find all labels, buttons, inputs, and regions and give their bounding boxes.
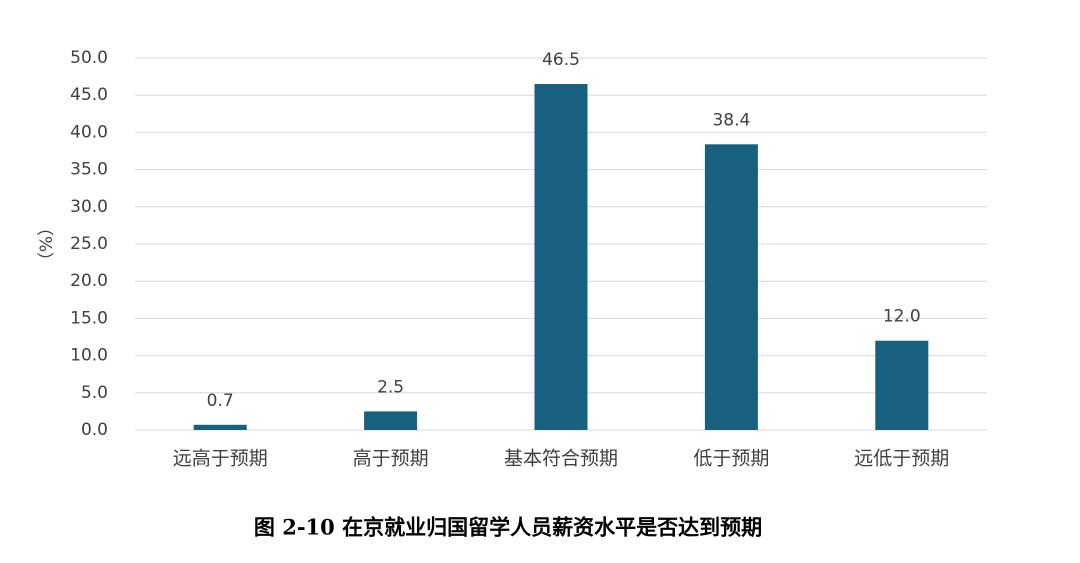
y-tick-label: 45.0 <box>70 85 108 105</box>
y-tick-label: 20.0 <box>70 271 108 291</box>
y-tick-label: 40.0 <box>70 122 108 142</box>
x-tick-label: 远高于预期 <box>173 448 268 470</box>
y-tick-label: 10.0 <box>70 346 108 366</box>
value-label: 2.5 <box>377 377 404 397</box>
value-label: 38.4 <box>712 110 750 130</box>
value-label: 12.0 <box>883 307 921 327</box>
y-axis-label: （%） <box>37 219 57 269</box>
value-label: 46.5 <box>542 50 580 70</box>
x-tick-label: 基本符合预期 <box>504 448 618 470</box>
x-tick-label: 低于预期 <box>693 448 769 470</box>
chart-title: 图 2-10 在京就业归国留学人员薪资水平是否达到预期 <box>254 515 762 540</box>
bar <box>364 411 418 430</box>
x-tick-label: 远低于预期 <box>854 448 949 470</box>
y-tick-label: 25.0 <box>70 234 108 254</box>
y-tick-label: 30.0 <box>70 197 108 217</box>
bar <box>193 424 247 430</box>
x-tick-label: 高于预期 <box>353 448 429 470</box>
y-tick-label: 0.0 <box>81 420 108 440</box>
y-tick-label: 15.0 <box>70 308 108 328</box>
bar <box>875 340 929 430</box>
bar <box>704 144 758 430</box>
value-label: 0.7 <box>207 391 234 411</box>
y-tick-label: 35.0 <box>70 160 108 180</box>
y-tick-label: 5.0 <box>81 383 108 403</box>
y-tick-label: 50.0 <box>70 48 108 68</box>
bar <box>534 84 588 430</box>
